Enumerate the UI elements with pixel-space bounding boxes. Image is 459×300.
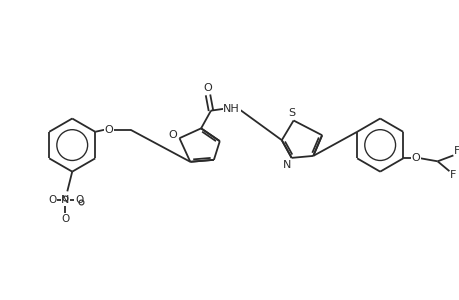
Text: NH: NH (223, 104, 240, 114)
Text: O: O (61, 214, 69, 224)
Text: O: O (104, 125, 113, 135)
Text: O: O (203, 83, 212, 93)
Text: F: F (449, 170, 455, 180)
Text: O: O (75, 195, 83, 205)
Text: O: O (411, 153, 420, 164)
Text: O: O (48, 195, 56, 205)
Text: F: F (453, 146, 459, 157)
Text: N: N (282, 160, 290, 170)
Text: S: S (287, 108, 295, 118)
Text: O: O (168, 130, 177, 140)
Text: N: N (61, 195, 69, 205)
